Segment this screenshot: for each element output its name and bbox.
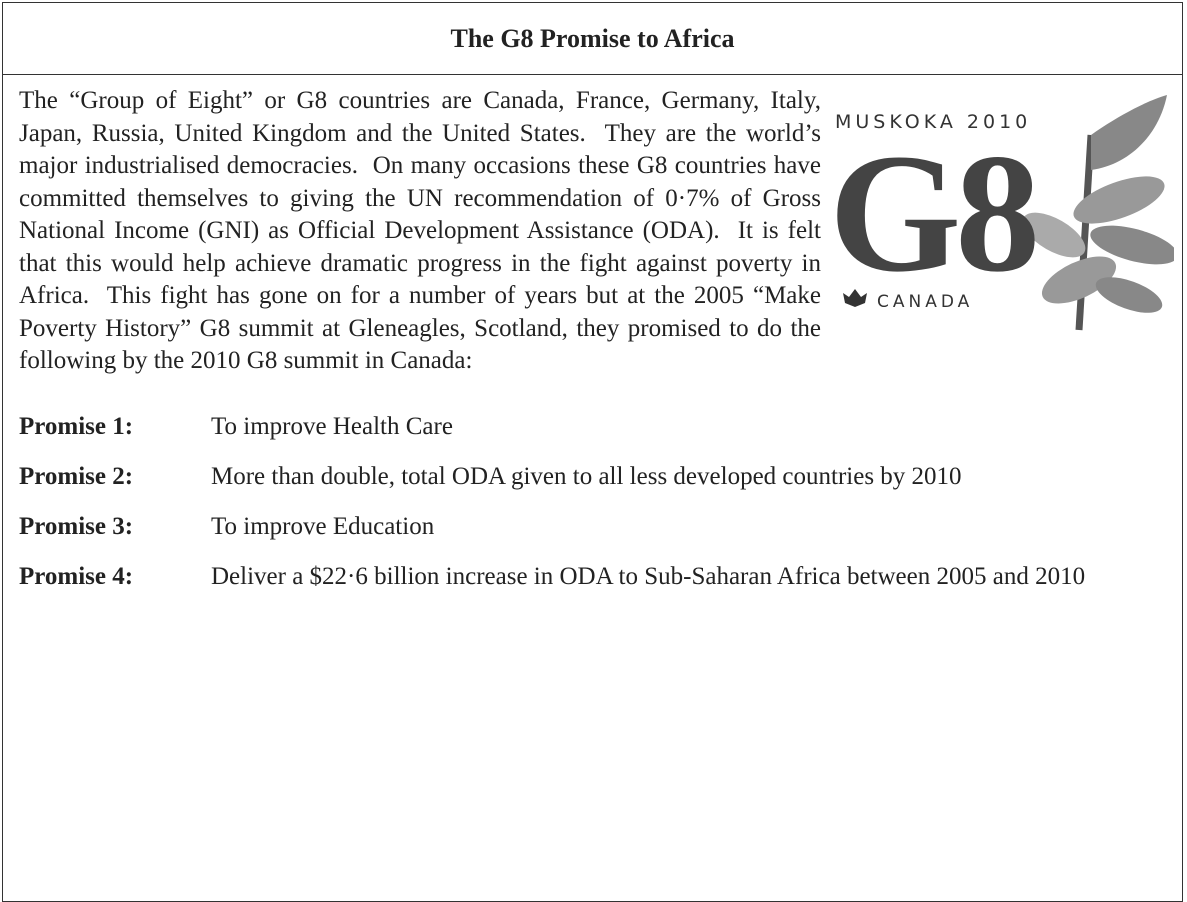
promise-list: Promise 1: To improve Health Care Promise …	[19, 412, 1168, 592]
promise-text: More than double, total ODA given to all…	[211, 462, 962, 490]
promise-text: To improve Education	[211, 512, 435, 540]
promise: Promise 3: To improve Education	[19, 512, 1168, 542]
logo-top: MUSKOKA 2010	[835, 111, 1031, 133]
title: The G8 Promise to Africa	[3, 3, 1182, 75]
promise-text: To improve Health Care	[211, 412, 453, 440]
promise: Promise 2: More than double, total ODA gi…	[19, 462, 1168, 492]
logo-bottom: CANADA	[877, 292, 973, 312]
promise: Promise 4: Deliver a $22·6 billion increa…	[19, 562, 1168, 592]
promise-label: Promise 3:	[19, 512, 134, 540]
g8-logo: MUSKOKA 2010 G8 CANADA	[829, 95, 1174, 331]
promise-label: Promise 4:	[19, 562, 134, 590]
promise-text: Deliver a $22·6 billion increase in ODA …	[211, 562, 1086, 590]
promise-label: Promise 2:	[19, 462, 134, 490]
promise: Promise 1: To improve Health Care	[19, 412, 1168, 442]
paragraph-block: MUSKOKA 2010 G8 CANADA The “Group of Eig…	[19, 85, 1174, 378]
paragraph: The “Group of Eight” or G8 countries are…	[19, 87, 828, 374]
promise-label: Promise 1:	[19, 412, 134, 440]
logo-main: G8	[829, 119, 1035, 307]
